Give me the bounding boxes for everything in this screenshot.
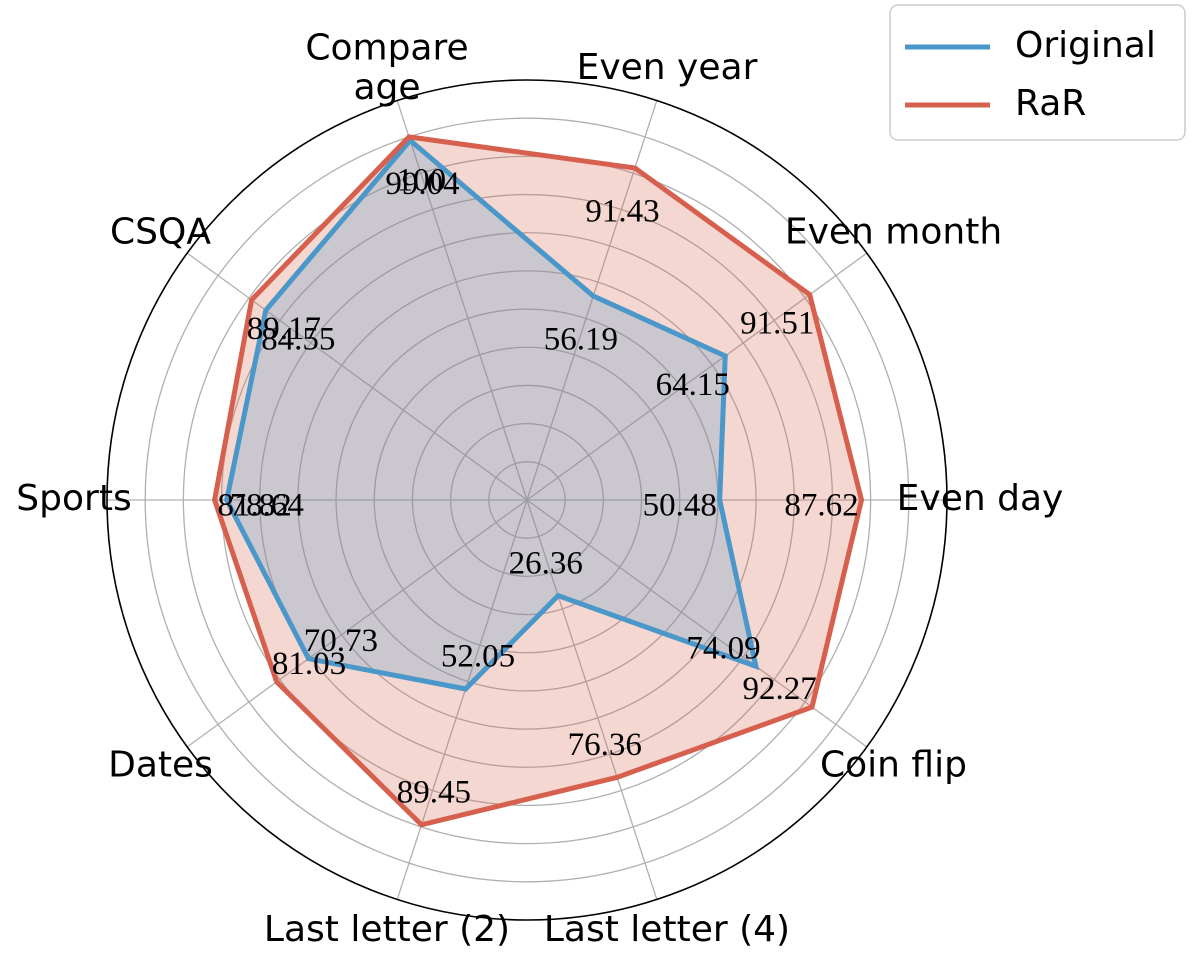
value-label: 81.03 <box>272 646 346 682</box>
value-label: 76.36 <box>568 727 642 763</box>
value-label: 91.43 <box>585 194 659 230</box>
value-label: 89.17 <box>247 311 321 347</box>
series-line <box>224 136 760 692</box>
category-label: Last letter (4) <box>544 909 790 950</box>
spoke <box>396 499 528 900</box>
category-label: Even day <box>897 478 1064 519</box>
category-label: Sports <box>16 478 131 519</box>
category-label: Last letter (2) <box>264 909 510 950</box>
category-label: Even year <box>577 47 758 88</box>
value-label: 87.62 <box>784 488 858 524</box>
value-label: 56.19 <box>544 322 618 358</box>
value-label: 81.82 <box>217 488 291 524</box>
series-area <box>226 140 756 689</box>
value-label: 92.27 <box>743 671 817 707</box>
category-label: Coin flip <box>820 744 967 785</box>
series-area <box>214 136 862 825</box>
value-label: 50.48 <box>643 488 717 524</box>
value-label: 89.45 <box>397 774 471 810</box>
legend-label: RaR <box>1015 83 1086 124</box>
value-label: 26.36 <box>509 545 583 581</box>
value-label: 91.51 <box>740 306 814 342</box>
value-label: 52.05 <box>441 639 515 675</box>
legend: Original RaR <box>889 4 1186 141</box>
value-label: 84.55 <box>261 321 335 357</box>
series-line <box>212 134 865 828</box>
value-label: 99.04 <box>385 166 459 202</box>
spoke <box>186 252 528 501</box>
spoke <box>396 100 528 501</box>
category-label: Compare age <box>305 27 468 108</box>
value-label: 100 <box>397 162 447 198</box>
value-label: 64.15 <box>656 367 730 403</box>
value-label: 70.73 <box>304 623 378 659</box>
category-label: Even month <box>785 212 1002 253</box>
value-label: 74.09 <box>686 630 760 666</box>
legend-label: Original <box>1015 25 1156 66</box>
category-label: CSQA <box>110 212 211 253</box>
value-label: 78.64 <box>230 488 304 524</box>
spoke <box>526 499 658 900</box>
category-label: Dates <box>108 744 213 785</box>
outer-frame <box>106 79 948 921</box>
spoke <box>186 499 528 748</box>
